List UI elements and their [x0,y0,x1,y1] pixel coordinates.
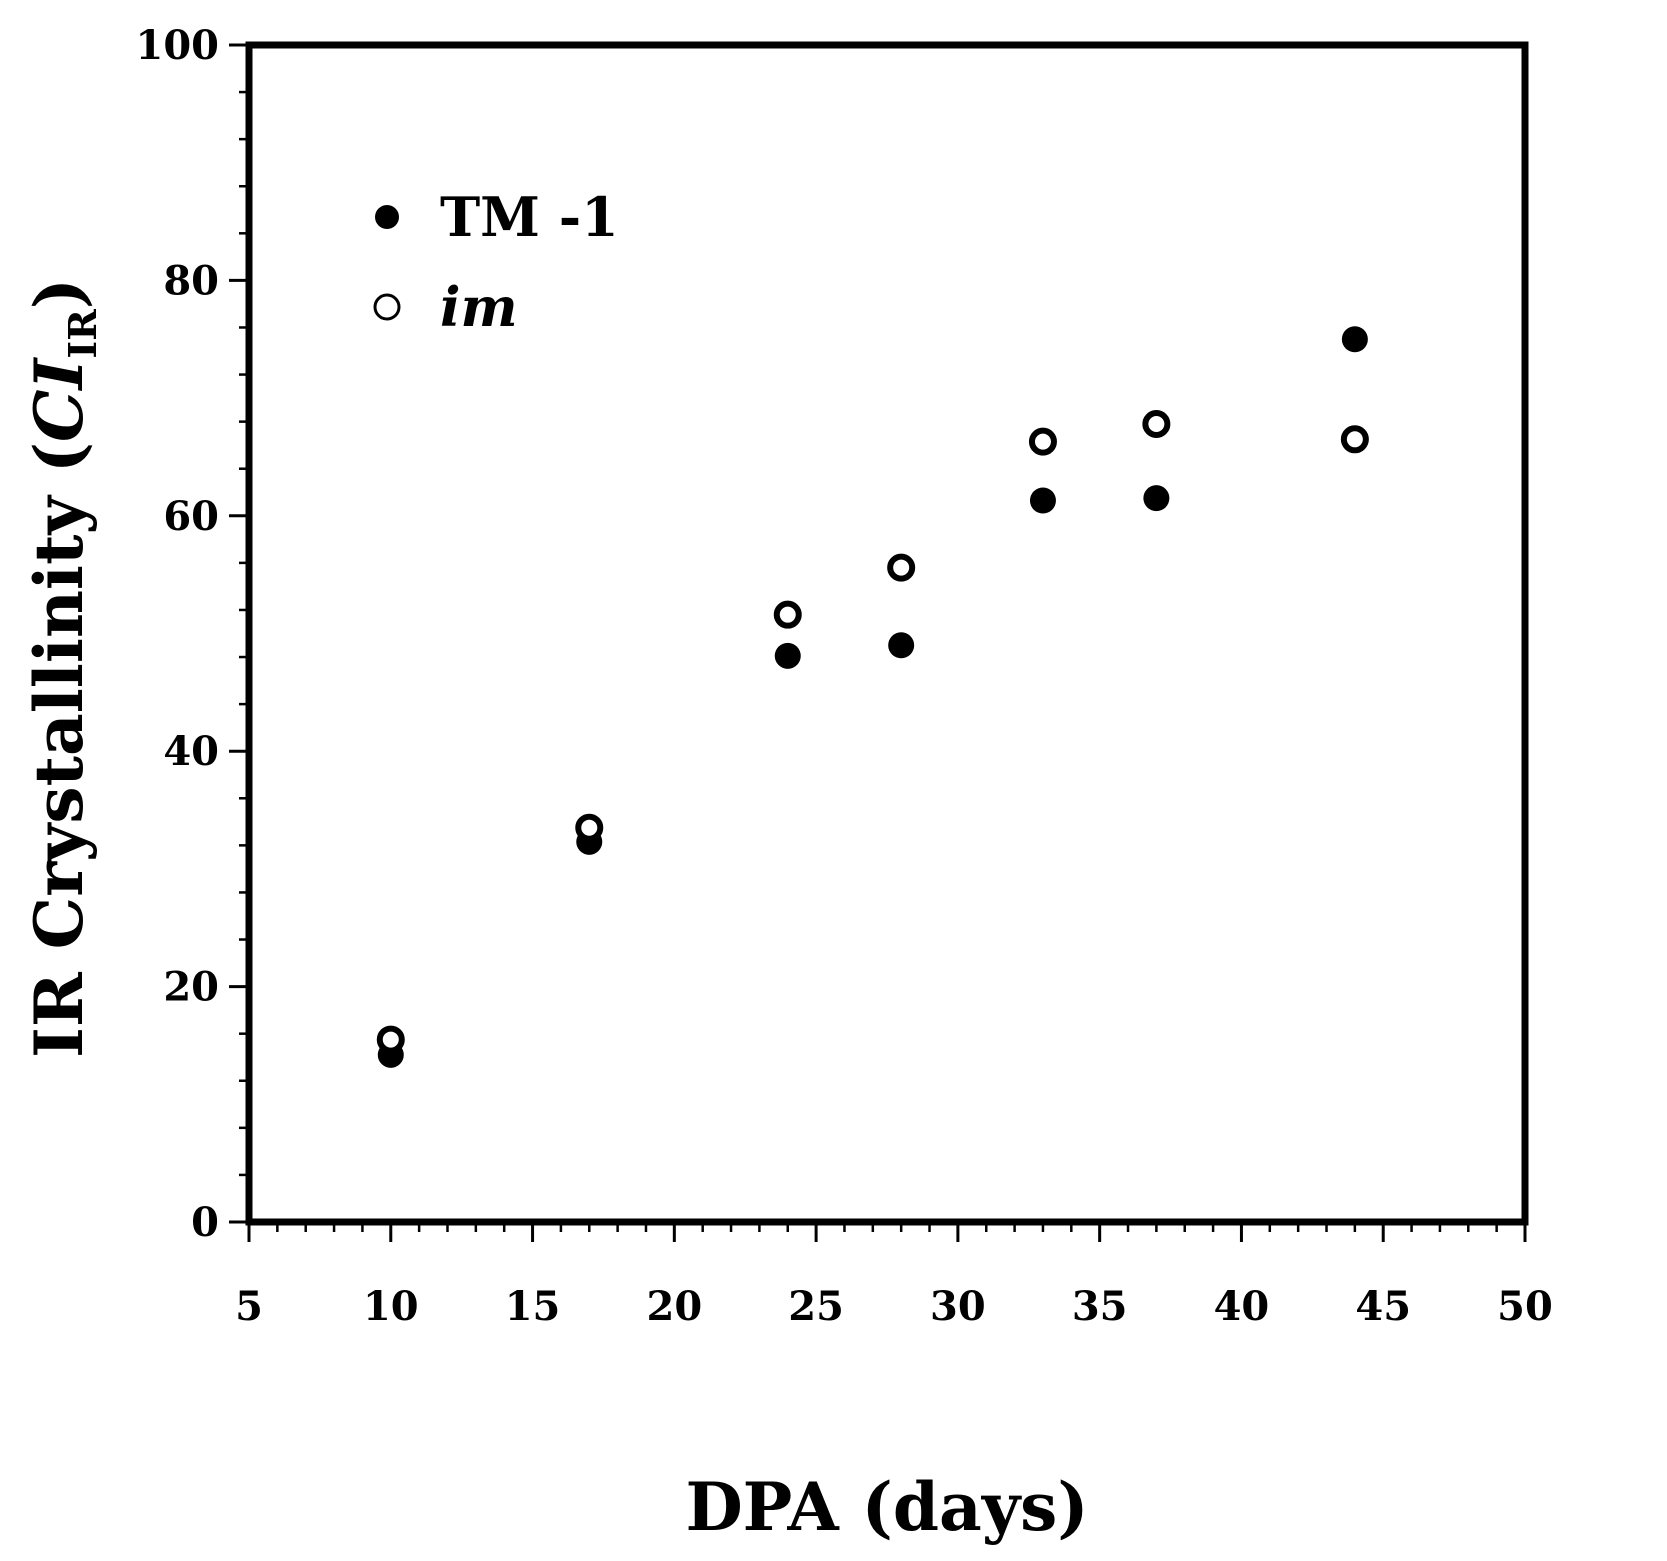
tm1-point [774,642,801,669]
x-tick-label: 45 [1355,1283,1411,1330]
legend-marker-tm1 [375,205,399,229]
x-tick-label: 50 [1497,1283,1553,1330]
legend-label-tm1: TM -1 [440,185,619,249]
y-tick-label: 80 [163,257,219,304]
y-axis-title: IR Crystallinity (CIIR) [20,278,105,1058]
x-tick-label: 10 [363,1283,419,1330]
im-point [376,1025,405,1054]
y-tick-label: 20 [163,964,219,1011]
im-point [1340,425,1369,454]
im-point [1028,427,1057,456]
x-tick-label: 20 [646,1283,702,1330]
x-tick-label: 25 [788,1283,844,1330]
legend-label-im: im [440,275,518,339]
y-axis: 0 20 40 60 80 100 [136,22,249,1246]
x-tick-label: 5 [235,1283,263,1330]
y-tick-label: 60 [163,493,219,540]
x-axis: 5 10 15 20 25 30 35 40 45 50 [235,1222,1553,1330]
x-axis-title: DPA (days) [685,1468,1088,1546]
tm1-point [1029,487,1056,514]
y-tick-label: 0 [191,1199,219,1246]
im-point [773,600,802,629]
tm1-point [888,632,915,659]
y-tick-label: 40 [163,728,219,775]
x-tick-label: 30 [930,1283,986,1330]
legend-marker-im [373,293,401,321]
x-tick-label: 40 [1214,1283,1270,1330]
legend: TM -1 im [373,185,619,339]
data-points [376,326,1369,1068]
x-tick-label: 15 [505,1283,561,1330]
tm1-point [1341,326,1368,353]
y-tick-label: 100 [136,22,220,69]
im-point [887,553,916,582]
x-tick-label: 35 [1072,1283,1128,1330]
tm1-point [1143,485,1170,512]
im-point [575,813,604,842]
im-point [1142,409,1171,438]
plot-area [245,41,1529,1226]
